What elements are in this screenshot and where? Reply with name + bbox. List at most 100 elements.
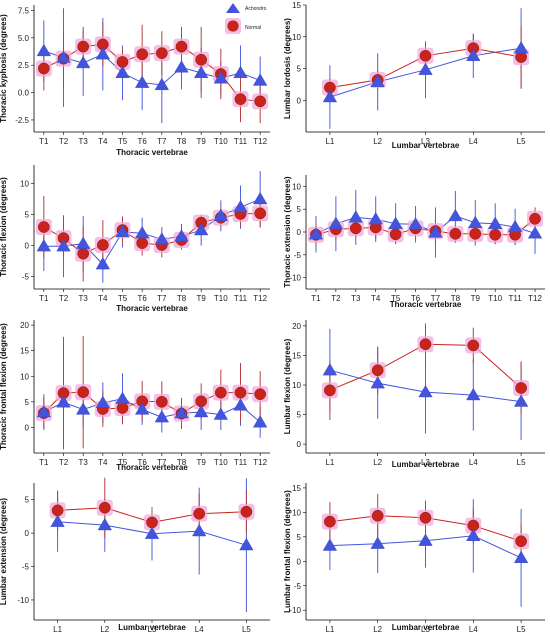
x-tick-label: L2 (373, 137, 382, 146)
x-tick-label: T4 (371, 294, 381, 303)
x-tick-label: L3 (148, 625, 157, 634)
achondro-series-line (43, 398, 261, 423)
achondro-data-point (56, 395, 71, 408)
x-tick-label: T1 (39, 294, 49, 303)
achondro-data-point (192, 523, 207, 537)
normal-data-point (515, 382, 527, 394)
achondro-data-point (174, 60, 189, 73)
y-tick-label: 15 (292, 351, 301, 360)
y-tick-label: 5 (297, 533, 302, 542)
achondro-data-point (154, 232, 169, 245)
y-tick-label: 10 (20, 180, 29, 189)
achondro-data-point (194, 65, 209, 78)
achondro-data-point (253, 73, 268, 86)
x-tick-label: T6 (137, 294, 147, 303)
x-tick-label: T3 (78, 294, 88, 303)
x-tick-label: T7 (157, 137, 167, 146)
y-tick-label: 5 (297, 411, 302, 420)
x-tick-label: T3 (78, 458, 88, 467)
normal-data-point (146, 516, 158, 529)
y-tick-label: 5 (297, 65, 302, 74)
x-tick-label: T11 (234, 137, 248, 146)
x-tick-label: L3 (421, 137, 430, 146)
y-tick-label: 0 (297, 440, 302, 449)
y-tick-label: 5 (25, 496, 30, 505)
normal-data-point (419, 49, 432, 62)
achondro-data-point (213, 71, 228, 84)
y-tick-label: 5.0 (18, 34, 30, 43)
achondro-data-point (213, 407, 228, 420)
achondro-data-point (466, 387, 481, 401)
normal-data-point (193, 507, 206, 520)
chart-panel-3: -5 0 5 10 T1 T2 T3 T4 T5 T6 T7 T8 T9 T10 T11 T12 Thoraci… (0, 165, 270, 313)
x-tick-label: T2 (59, 137, 69, 146)
achondro-data-point (428, 225, 443, 238)
y-tick-label: -2.5 (15, 116, 29, 125)
normal-data-point (469, 227, 482, 240)
x-axis-title: Thoracic vertebrae (116, 463, 188, 472)
x-tick-label: T12 (253, 137, 267, 146)
chart-panel-5: 0 5 10 15 20 T1 T2 T3 T4 T5 T6 T7 T8 T9 T10 T11 T12 Thora… (0, 320, 270, 472)
x-tick-label: T3 (351, 294, 361, 303)
chart-panel-4: -10 -5 0 5 10 T1 T2 T3 T4 T5 T6 T7 T8 T9 T10 T11 T12 Thor… (283, 175, 545, 309)
x-tick-label: T12 (253, 458, 267, 467)
achondro-data-point (448, 208, 463, 222)
x-tick-label: T10 (214, 458, 228, 467)
x-tick-label: T11 (234, 458, 248, 467)
achondro-data-point (328, 216, 344, 229)
achondro-data-point (56, 50, 71, 63)
x-tick-label: T8 (177, 294, 187, 303)
achondro-data-point (135, 402, 150, 415)
achondro-data-point (513, 550, 529, 563)
x-tick-label: L5 (517, 137, 526, 146)
y-tick-label: 0 (297, 228, 302, 237)
y-axis-title: Lumbar lordosis (degrees) (283, 18, 292, 119)
achondro-data-point (418, 62, 433, 75)
chart-panel-1: -2.5 0.0 2.5 5.0 7.5 T1 T2 T3 T4 T5 T6 T7 T8 T9 T10 T11… (0, 5, 270, 157)
x-tick-label: T7 (157, 294, 167, 303)
achondro-data-point (308, 227, 324, 240)
achondro-data-point (36, 43, 51, 57)
y-tick-label: 10 (292, 33, 301, 42)
x-tick-label: T10 (214, 294, 228, 303)
y-tick-label: 5 (25, 211, 30, 220)
x-tick-label: T8 (177, 458, 187, 467)
normal-data-point (77, 386, 90, 398)
x-tick-label: T5 (391, 294, 401, 303)
x-tick-label: T10 (488, 294, 502, 303)
normal-data-point (324, 384, 336, 397)
achondro-data-point (36, 239, 51, 252)
x-tick-label: T12 (528, 294, 542, 303)
x-tick-label: T4 (98, 137, 108, 146)
normal-data-point (254, 388, 267, 401)
x-tick-label: T12 (253, 294, 267, 303)
x-tick-label: T4 (98, 294, 108, 303)
x-tick-label: T9 (196, 294, 206, 303)
x-tick-label: T6 (411, 294, 421, 303)
x-tick-label: T5 (118, 294, 128, 303)
y-tick-label: 15 (20, 347, 29, 356)
normal-data-point (51, 504, 64, 517)
x-tick-label: L5 (242, 625, 251, 634)
achondro-data-point (322, 363, 338, 376)
y-tick-label: -10 (289, 274, 301, 283)
y-tick-label: 5 (297, 205, 302, 214)
achondro-data-point (95, 47, 110, 60)
chart-panel-8: -10 -5 0 5 10 15 L1 L2 L3 L4 L5 Lumbar vertebrae Lum… (283, 483, 545, 634)
x-tick-label: L4 (469, 625, 478, 634)
y-tick-label: 10 (292, 182, 301, 191)
normal-data-point (240, 505, 253, 518)
x-tick-label: T9 (196, 137, 206, 146)
achondro-data-point (36, 404, 51, 418)
normal-data-point (467, 339, 480, 352)
achondro-data-point (513, 40, 529, 54)
x-tick-label: L2 (373, 625, 382, 634)
x-tick-label: L3 (421, 625, 430, 634)
x-axis-title: Thoracic vertebrae (116, 304, 188, 313)
legend-achondro-label: Achondro (245, 6, 267, 12)
achondro-data-point (135, 226, 150, 239)
achondro-data-point (76, 402, 91, 415)
achondro-data-point (76, 55, 91, 69)
achondro-data-point (418, 533, 433, 546)
